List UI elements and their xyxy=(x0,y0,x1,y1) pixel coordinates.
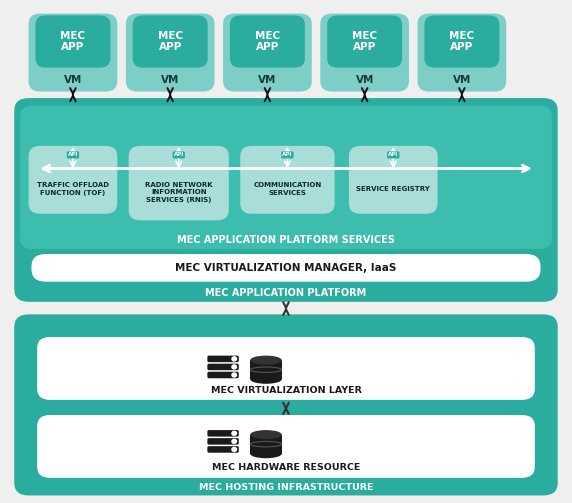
Ellipse shape xyxy=(251,430,282,439)
FancyBboxPatch shape xyxy=(349,146,438,214)
Text: API: API xyxy=(388,152,398,157)
FancyBboxPatch shape xyxy=(207,430,239,437)
FancyBboxPatch shape xyxy=(251,360,281,379)
Text: VM: VM xyxy=(63,75,82,86)
FancyBboxPatch shape xyxy=(327,16,402,67)
FancyBboxPatch shape xyxy=(230,16,305,67)
Text: VM: VM xyxy=(258,75,277,86)
FancyBboxPatch shape xyxy=(29,14,117,92)
FancyBboxPatch shape xyxy=(251,435,281,454)
Text: MEC HARDWARE RESOURCE: MEC HARDWARE RESOURCE xyxy=(212,463,360,472)
FancyBboxPatch shape xyxy=(31,254,541,282)
FancyBboxPatch shape xyxy=(223,14,312,92)
Text: MEC HOSTING INFRASTRUCTURE: MEC HOSTING INFRASTRUCTURE xyxy=(198,483,374,492)
Circle shape xyxy=(232,357,237,361)
Text: MEC VIRTUALIZATION MANAGER, IaaS: MEC VIRTUALIZATION MANAGER, IaaS xyxy=(175,263,397,273)
Circle shape xyxy=(232,440,237,444)
Text: MEC APPLICATION PLATFORM SERVICES: MEC APPLICATION PLATFORM SERVICES xyxy=(177,235,395,245)
Text: MEC
APP: MEC APP xyxy=(450,31,474,52)
FancyBboxPatch shape xyxy=(320,14,409,92)
Text: API: API xyxy=(174,152,184,157)
FancyBboxPatch shape xyxy=(207,356,239,362)
Text: SERVICE REGISTRY: SERVICE REGISTRY xyxy=(356,186,430,192)
Text: MEC
APP: MEC APP xyxy=(352,31,377,52)
Circle shape xyxy=(232,431,237,435)
FancyBboxPatch shape xyxy=(14,314,558,495)
FancyBboxPatch shape xyxy=(20,106,552,249)
Ellipse shape xyxy=(251,375,282,384)
Ellipse shape xyxy=(251,449,282,458)
FancyBboxPatch shape xyxy=(37,415,535,478)
FancyBboxPatch shape xyxy=(126,14,214,92)
Text: API: API xyxy=(68,152,78,157)
FancyBboxPatch shape xyxy=(207,364,239,370)
Text: MEC VIRTUALIZATION LAYER: MEC VIRTUALIZATION LAYER xyxy=(210,386,362,395)
Circle shape xyxy=(232,373,237,377)
FancyBboxPatch shape xyxy=(29,146,117,214)
FancyBboxPatch shape xyxy=(424,16,499,67)
Text: MEC APPLICATION PLATFORM: MEC APPLICATION PLATFORM xyxy=(205,288,367,298)
FancyBboxPatch shape xyxy=(207,438,239,445)
Text: API: API xyxy=(283,152,292,157)
FancyBboxPatch shape xyxy=(133,16,208,67)
FancyBboxPatch shape xyxy=(240,146,335,214)
FancyBboxPatch shape xyxy=(129,146,229,220)
FancyBboxPatch shape xyxy=(37,337,535,400)
Text: TRAFFIC OFFLOAD
FUNCTION (TOF): TRAFFIC OFFLOAD FUNCTION (TOF) xyxy=(37,182,109,196)
Text: MEC
APP: MEC APP xyxy=(158,31,182,52)
Text: MEC
APP: MEC APP xyxy=(255,31,280,52)
Text: MEC
APP: MEC APP xyxy=(61,31,85,52)
Text: COMMUNICATION
SERVICES: COMMUNICATION SERVICES xyxy=(253,182,321,196)
Text: RADIO NETWORK
INFORMATION
SERVICES (RNIS): RADIO NETWORK INFORMATION SERVICES (RNIS… xyxy=(145,182,213,203)
Text: VM: VM xyxy=(452,75,471,86)
FancyBboxPatch shape xyxy=(14,98,558,302)
FancyBboxPatch shape xyxy=(207,446,239,453)
Circle shape xyxy=(232,448,237,452)
Ellipse shape xyxy=(251,356,282,365)
Text: VM: VM xyxy=(355,75,374,86)
FancyBboxPatch shape xyxy=(418,14,506,92)
Text: VM: VM xyxy=(161,75,180,86)
FancyBboxPatch shape xyxy=(35,16,110,67)
Circle shape xyxy=(232,365,237,369)
FancyBboxPatch shape xyxy=(207,372,239,378)
